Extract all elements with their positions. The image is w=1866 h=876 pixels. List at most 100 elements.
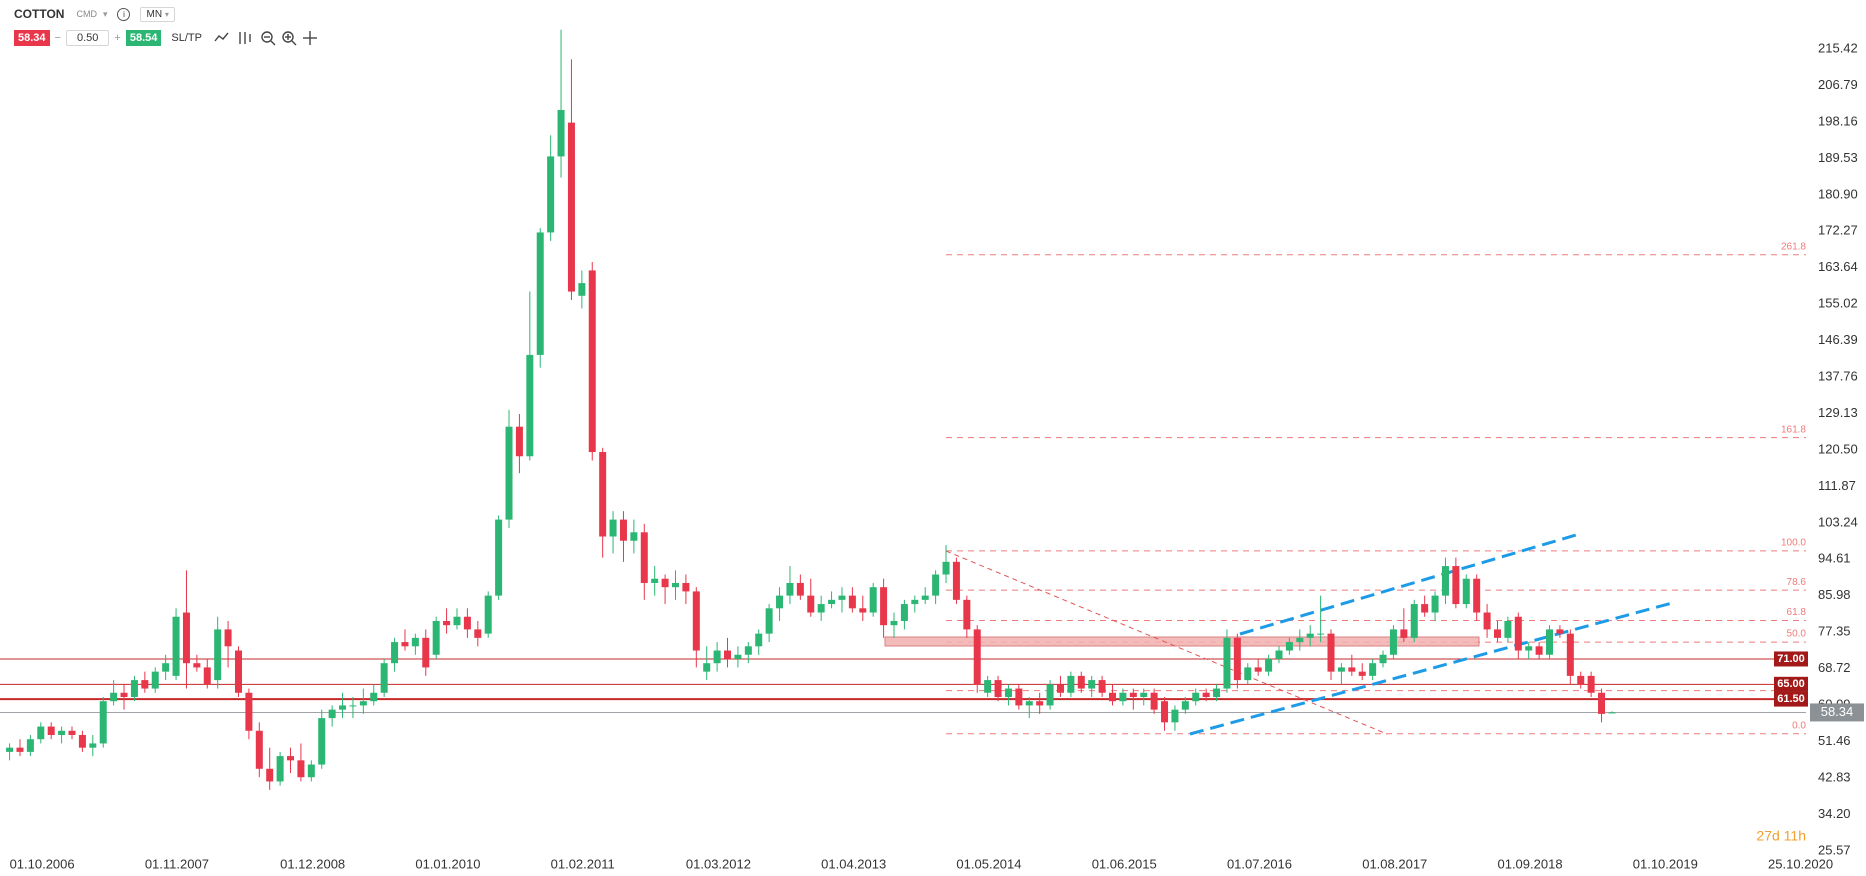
- sell-button[interactable]: 58.34: [14, 30, 50, 46]
- candle-body: [432, 620, 440, 655]
- candle-body: [359, 701, 367, 706]
- candle-body: [619, 519, 627, 541]
- candle-body: [1493, 629, 1501, 638]
- plus[interactable]: +: [114, 32, 121, 44]
- candle-body: [151, 671, 159, 689]
- zoom-out[interactable]: [261, 31, 276, 46]
- candle-body: [110, 692, 118, 702]
- candle-body: [526, 354, 534, 457]
- candle-body: [1535, 646, 1543, 655]
- interval: MN: [146, 8, 163, 20]
- candle-body: [1244, 667, 1252, 681]
- candle-body: [6, 747, 14, 752]
- crosshair[interactable]: [302, 31, 317, 45]
- candle-body: [1067, 675, 1075, 693]
- candle-body: [880, 587, 888, 626]
- candle-body: [1181, 701, 1189, 710]
- chevron[interactable]: ▾: [102, 8, 108, 19]
- candle-body: [78, 734, 86, 748]
- candle-body: [401, 642, 409, 647]
- candle-body: [547, 156, 555, 233]
- candle-body: [651, 578, 659, 583]
- candle-tool[interactable]: [239, 32, 251, 44]
- candle-body: [848, 595, 856, 609]
- candle-body: [942, 561, 950, 575]
- candle-body: [1161, 701, 1169, 723]
- candle-body: [349, 705, 357, 707]
- toolbar-row-2: 58.34 − 0.50 + 58.54 SL/TP: [14, 29, 332, 47]
- x-tick-label: 01.04.2013: [821, 856, 886, 871]
- interval-select[interactable]: MN ▾: [140, 6, 175, 22]
- toolbar-row-1: COTTON CMD ▾ i MN ▾: [14, 6, 175, 22]
- candle-body: [1379, 654, 1387, 664]
- candle-body: [1088, 680, 1096, 689]
- y-tick-label: 34.20: [1818, 806, 1851, 821]
- y-tick-label: 206.79: [1818, 77, 1858, 92]
- candle-body: [744, 646, 752, 655]
- candle-body: [339, 705, 347, 710]
- candle-body: [1213, 688, 1221, 697]
- candle-body: [37, 726, 45, 740]
- candle-body: [859, 608, 867, 613]
- candle-body: [203, 667, 211, 685]
- candle-body: [994, 680, 1002, 697]
- candle-body: [47, 726, 55, 735]
- sltp[interactable]: SL/TP: [171, 32, 202, 44]
- candle-body: [1462, 578, 1470, 605]
- candle-body: [505, 426, 513, 520]
- candle-body: [1483, 612, 1491, 630]
- price-label: 71.00: [1777, 653, 1805, 665]
- y-tick-label: 51.46: [1818, 733, 1851, 748]
- info-icon[interactable]: i: [117, 7, 131, 21]
- candle-body: [1036, 701, 1044, 706]
- candles: [6, 29, 1616, 790]
- candle-body: [276, 756, 284, 782]
- y-tick-label: 85.98: [1818, 587, 1851, 602]
- minus[interactable]: −: [54, 32, 61, 44]
- candle-body: [26, 739, 34, 752]
- fib-label: 100.0: [1781, 538, 1806, 549]
- candle-body: [692, 591, 700, 651]
- candle-body: [162, 663, 170, 672]
- y-tick-label: 94.61: [1818, 551, 1851, 566]
- buy-button[interactable]: 58.54: [125, 30, 162, 46]
- y-tick-label: 137.76: [1818, 368, 1858, 383]
- candle-body: [911, 599, 919, 605]
- candle-body: [463, 616, 471, 630]
- symbol[interactable]: COTTON: [14, 7, 65, 21]
- candle-body: [1109, 692, 1117, 702]
- x-tick-label: 01.10.2019: [1633, 856, 1698, 871]
- candle-body: [99, 701, 107, 744]
- zoom-in[interactable]: [282, 31, 297, 46]
- candle-body: [1410, 604, 1418, 638]
- y-tick-label: 42.83: [1818, 769, 1851, 784]
- candle-body: [1004, 688, 1012, 697]
- x-tick-label: 01.08.2017: [1362, 856, 1427, 871]
- candle-body: [1546, 629, 1554, 655]
- candle-body: [557, 109, 565, 157]
- candle-body: [1077, 675, 1085, 689]
- candle-body: [734, 654, 742, 659]
- candle-body: [1192, 692, 1200, 702]
- candle-body: [224, 629, 232, 647]
- candle-body: [1514, 616, 1522, 651]
- candle-body: [1296, 637, 1304, 643]
- fib-label: 261.8: [1781, 241, 1806, 252]
- y-tick-label: 103.24: [1818, 514, 1858, 529]
- candle-body: [287, 756, 295, 761]
- drawings: [884, 533, 1673, 736]
- y-tick-label: 163.64: [1818, 259, 1858, 274]
- candle-body: [817, 604, 825, 613]
- candle-body: [120, 692, 128, 697]
- candle-body: [921, 595, 929, 600]
- candle-body: [599, 452, 607, 537]
- candle-body: [16, 747, 24, 752]
- volume[interactable]: 0.50: [65, 30, 110, 46]
- candle-body: [1389, 629, 1397, 655]
- candle-body: [1441, 566, 1449, 596]
- x-tick-label: 01.12.2008: [280, 856, 345, 871]
- candle-body: [838, 595, 846, 600]
- candle-body: [630, 532, 638, 541]
- line-tool[interactable]: [214, 32, 229, 42]
